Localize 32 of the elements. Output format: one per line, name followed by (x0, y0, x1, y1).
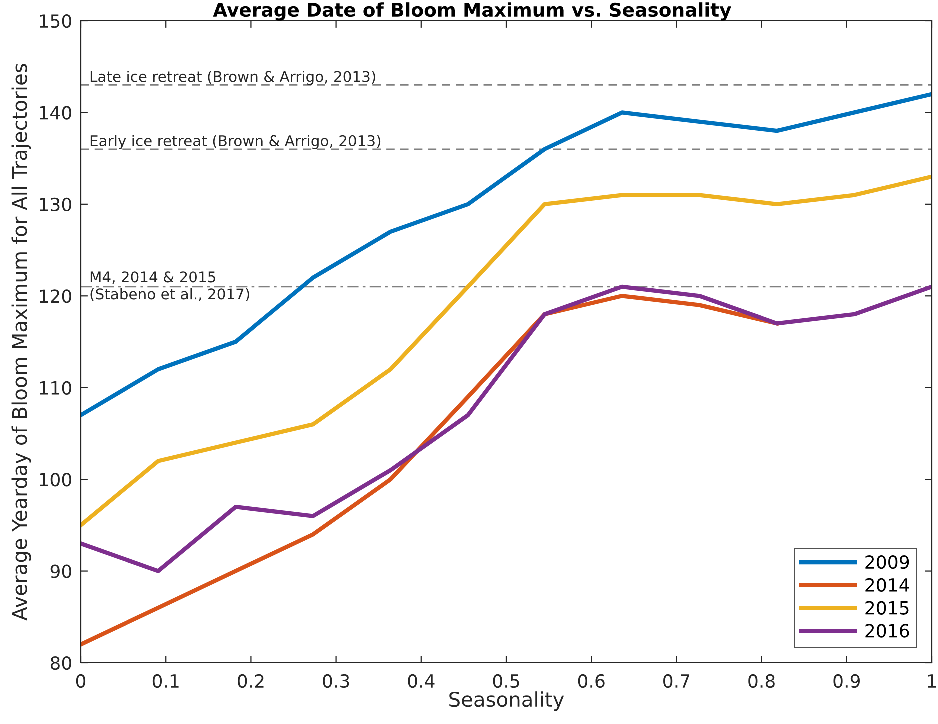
y-tick-label: 110 (40, 381, 72, 395)
x-tick-label: 0.4 (408, 674, 435, 688)
legend-label: 2016 (866, 624, 910, 638)
x-axis-title: Seasonality (450, 692, 564, 712)
line-series (81, 92, 932, 418)
y-tick-label: 130 (40, 198, 72, 212)
y-tick-label: 140 (40, 106, 72, 120)
line-series (81, 174, 932, 528)
x-tick-label: 0.7 (664, 674, 690, 688)
y-tick-label: 80 (50, 656, 72, 670)
x-tick-label: 0.3 (323, 674, 350, 688)
x-tick-label: 0 (76, 674, 86, 688)
y-axis-title: Average Yearday of Bloom Maximum for All Trajectories (12, 64, 32, 621)
y-tick-label: 150 (40, 14, 72, 28)
x-tick-label: 0.6 (578, 674, 605, 688)
chart-title: Average Date of Bloom Maximum vs. Seasonality (213, 2, 732, 21)
x-tick-label: 0.2 (238, 674, 264, 688)
x-tick-label: 0.8 (748, 674, 775, 688)
ref-line-label: M4, 2014 & 2015 (Stabeno et al., 2017) (90, 272, 250, 302)
line-series (81, 284, 932, 574)
y-tick-label: 100 (40, 473, 72, 487)
legend-label: 2014 (866, 578, 910, 592)
x-tick-label: 0.1 (152, 674, 179, 688)
legend-label: 2009 (866, 556, 910, 570)
legend-label: 2015 (866, 601, 909, 615)
x-tick-label: 0.9 (834, 674, 860, 688)
x-tick-label: 1 (928, 674, 936, 688)
x-tick-label: 0.5 (493, 674, 520, 688)
y-tick-label: 90 (50, 564, 72, 578)
ref-line-label: Late ice retreat (Brown & Arrigo, 2013) (90, 70, 376, 86)
ref-line-label: Early ice retreat (Brown & Arrigo, 2013) (90, 135, 381, 150)
y-tick-label: 120 (40, 290, 72, 304)
